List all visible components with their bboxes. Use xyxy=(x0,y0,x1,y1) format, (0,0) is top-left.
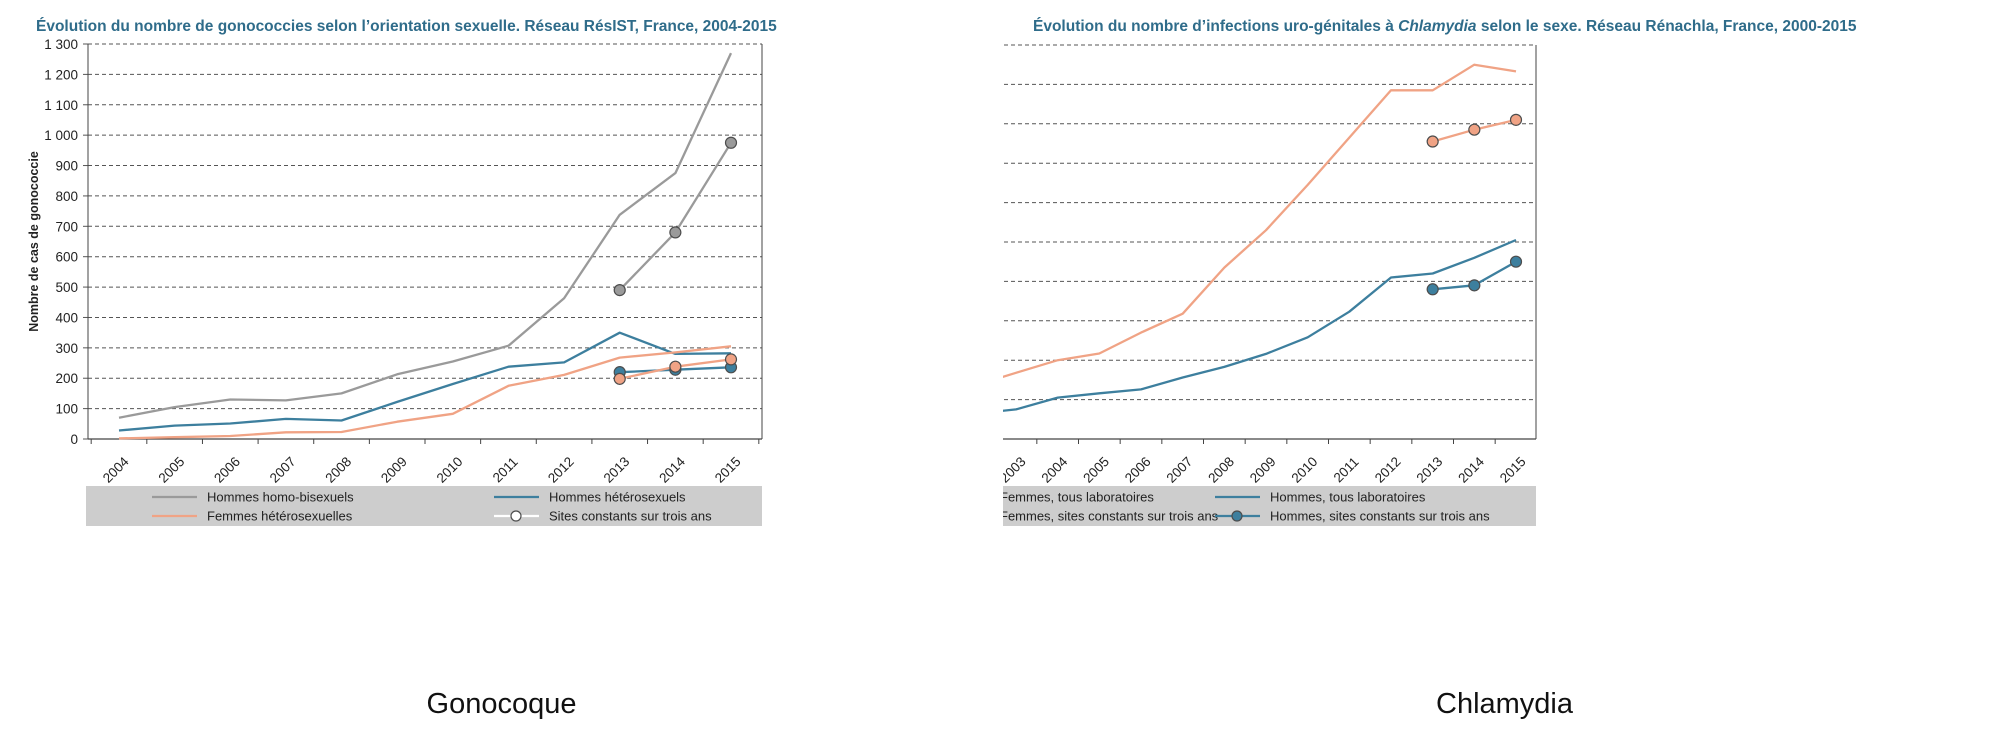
x-tick-label: 2006 xyxy=(1122,454,1154,486)
legend-marker xyxy=(1231,510,1243,522)
legend-box xyxy=(1003,486,1536,526)
legend-label: Femmes, tous laboratoires xyxy=(1003,490,1154,505)
x-tick-label: 2003 xyxy=(1003,454,1029,486)
data-point xyxy=(669,360,682,373)
x-tick-label: 2004 xyxy=(1039,454,1071,486)
x-tick-label: 2007 xyxy=(267,454,299,486)
series-line xyxy=(1003,63,1517,379)
y-tick-label: 700 xyxy=(55,219,78,234)
title-part: Chlamydia xyxy=(1398,18,1477,35)
data-point xyxy=(724,353,738,366)
y-tick-label: 200 xyxy=(55,371,78,386)
x-tick-label: 2005 xyxy=(156,454,188,486)
series-line xyxy=(1003,238,1517,412)
x-tick-label: 2004 xyxy=(100,454,132,486)
x-tick-label: 2013 xyxy=(601,454,633,486)
chart-title: Évolution du nombre d’infections uro-gén… xyxy=(1033,18,1857,36)
chart-svg: 01 0002 0003 0004 0005 0006 0007 0008 00… xyxy=(1003,44,1537,526)
title-part: selon le sexe. Réseau Rénachla, France, … xyxy=(1476,18,1857,35)
legend-label: Femmes hétérosexuelles xyxy=(207,509,353,524)
y-tick-label: 500 xyxy=(55,280,78,295)
y-axis-label-part: Nombre de cas de gonococcie xyxy=(27,151,41,332)
data-point xyxy=(1468,123,1481,136)
x-tick-label: 2006 xyxy=(211,454,243,486)
y-tick-label: 400 xyxy=(55,310,78,325)
x-tick-label: 2008 xyxy=(1205,454,1237,486)
y-tick-label: 800 xyxy=(55,189,78,204)
data-point xyxy=(613,372,626,385)
data-point xyxy=(1426,135,1439,148)
chart-panel-chlamydia: Évolution du nombre d’infections uro-gén… xyxy=(1003,0,2006,750)
y-tick-label: 300 xyxy=(55,341,78,356)
x-tick-label: 2013 xyxy=(1414,454,1446,486)
y-tick-label: 0 xyxy=(70,432,78,447)
title-part: Évolution du nombre de gonococcies selon… xyxy=(36,18,777,35)
x-tick-label: 2010 xyxy=(434,454,466,486)
y-tick-label: 1 000 xyxy=(44,128,78,143)
legend-label: Hommes, tous laboratoires xyxy=(1270,490,1426,505)
chart-panel-gonocoque: Évolution du nombre de gonococcies selon… xyxy=(27,18,777,720)
x-tick-label: 2009 xyxy=(1247,454,1279,486)
legend-label: Hommes, sites constants sur trois ans xyxy=(1270,509,1490,524)
legend-label: Hommes homo-bisexuels xyxy=(207,490,354,505)
y-tick-label: 1 300 xyxy=(44,37,78,52)
data-point xyxy=(1509,255,1523,268)
x-tick-label: 2008 xyxy=(322,454,354,486)
series-line xyxy=(118,331,732,432)
data-point xyxy=(724,136,738,149)
y-tick-label: 1 200 xyxy=(44,67,78,82)
chart-caption: Gonocoque xyxy=(426,688,577,720)
data-point xyxy=(613,284,626,297)
title-part: Évolution du nombre d’infections uro-gén… xyxy=(1033,18,1399,35)
x-tick-label: 2011 xyxy=(1331,454,1362,485)
chart-svg: 0 100 200 300 400 500 600 700 800 900 1 000 1 100 1 … xyxy=(27,37,763,526)
legend-label: Femmes, sites constants sur trois ans xyxy=(1003,509,1219,524)
y-tick-label: 1 100 xyxy=(44,98,78,113)
x-tick-label: 2010 xyxy=(1289,454,1321,486)
x-tick-label: 2015 xyxy=(712,454,744,486)
data-point xyxy=(1468,279,1481,292)
x-tick-label: 2007 xyxy=(1164,454,1196,486)
chart-caption: Chlamydia xyxy=(1436,688,1573,720)
series-line xyxy=(118,52,733,419)
legend-label: Sites constants sur trois ans xyxy=(549,509,712,524)
legend-marker xyxy=(510,510,522,522)
data-point xyxy=(669,226,682,239)
y-axis-label: Nombre de cas de gonococcie xyxy=(27,151,41,332)
legend-box xyxy=(86,486,762,526)
series-line xyxy=(118,345,732,440)
series-line xyxy=(618,142,732,291)
y-tick-label: 600 xyxy=(55,250,78,265)
chart-title: Évolution du nombre de gonococcies selon… xyxy=(36,18,777,36)
y-tick-label: 100 xyxy=(55,402,78,417)
legend-label: Hommes hétérosexuels xyxy=(549,490,686,505)
x-tick-label: 2015 xyxy=(1497,454,1529,486)
x-tick-label: 2011 xyxy=(490,454,521,485)
x-tick-label: 2014 xyxy=(1455,454,1487,486)
data-point xyxy=(1509,113,1523,126)
x-tick-label: 2005 xyxy=(1080,454,1112,486)
x-tick-label: 2014 xyxy=(656,454,688,486)
x-tick-label: 2009 xyxy=(378,454,410,486)
x-tick-label: 2012 xyxy=(1372,454,1404,486)
data-point xyxy=(1426,283,1439,296)
y-tick-label: 900 xyxy=(55,159,78,174)
x-tick-label: 2012 xyxy=(545,454,577,486)
